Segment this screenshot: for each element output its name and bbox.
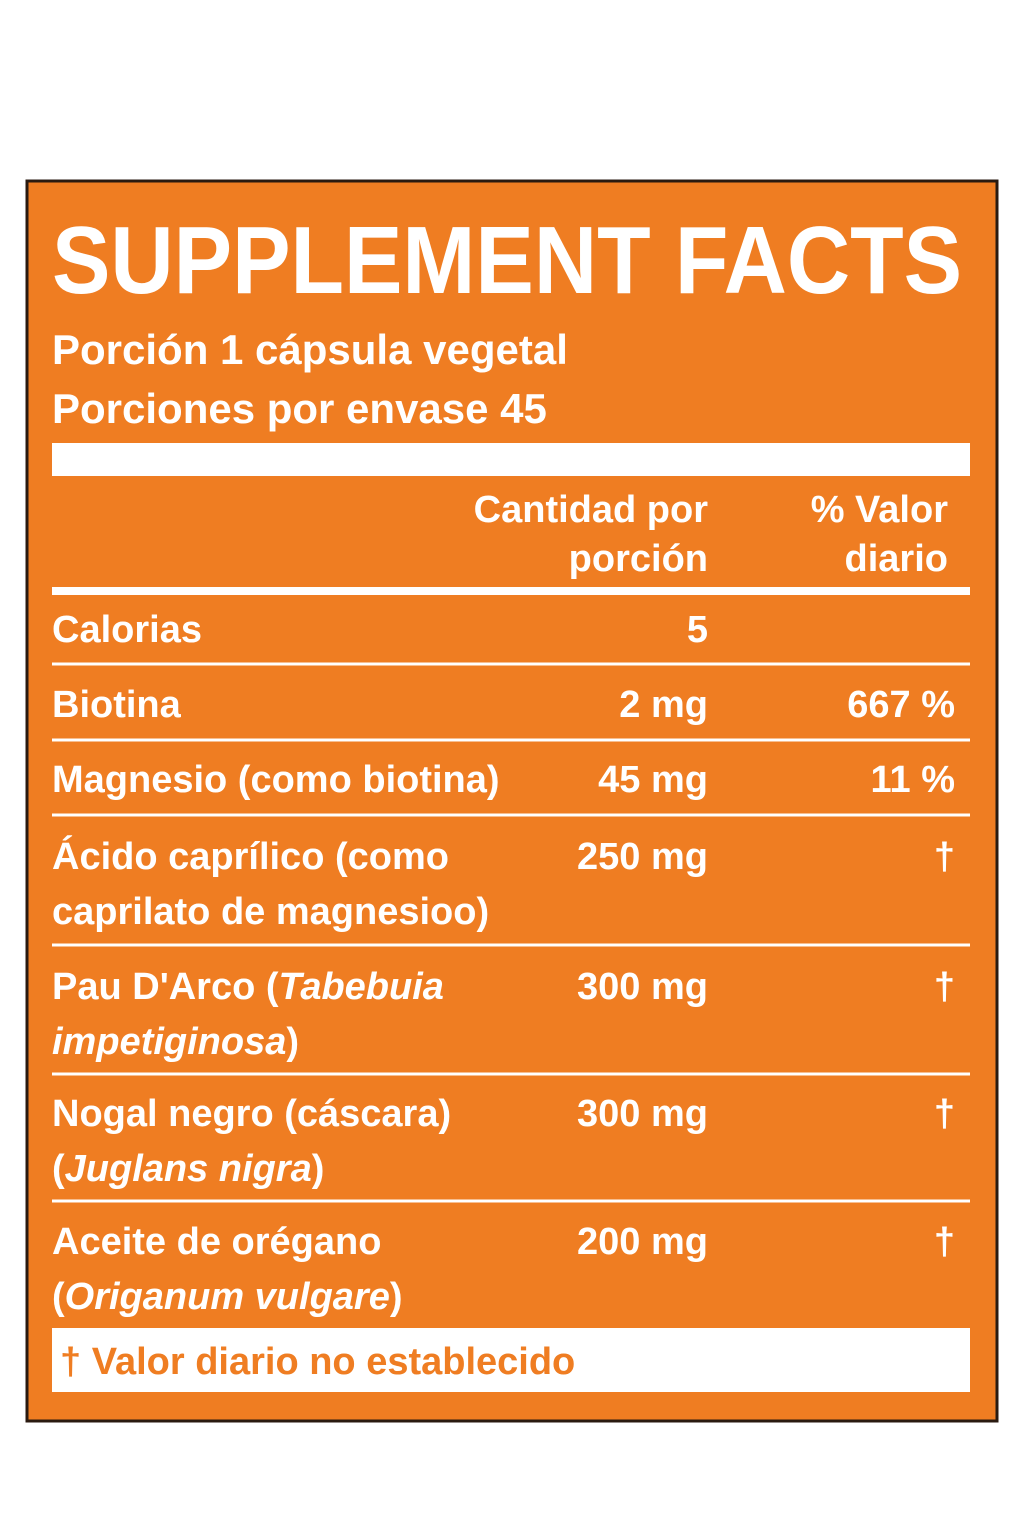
amount: 5	[687, 609, 708, 651]
nutrient-name: Aceite de orégano	[52, 1221, 381, 1263]
nutrient-name: (Juglans nigra)	[52, 1148, 324, 1190]
serving-size: Porción 1 cápsula vegetal	[52, 326, 568, 373]
header-rule	[52, 587, 970, 595]
nutrient-name: Nogal negro (cáscara)	[52, 1093, 451, 1135]
amount: 300 mg	[577, 1093, 708, 1135]
nutrient-name: Calorias	[52, 609, 202, 651]
nutrient-name: Biotina	[52, 684, 182, 726]
name-part: (	[52, 1148, 65, 1190]
daily-value: †	[934, 1221, 955, 1263]
name-part: Biotina	[52, 684, 182, 726]
servings-per-container: Porciones por envase 45	[52, 385, 547, 432]
daily-value: †	[934, 836, 955, 878]
daily-value: †	[934, 966, 955, 1008]
amount-header: porción	[569, 538, 708, 580]
amount: 2 mg	[619, 684, 708, 726]
title: SUPPLEMENT FACTS	[52, 207, 962, 314]
nutrient-name: impetiginosa)	[52, 1021, 299, 1063]
label-panel	[25, 179, 999, 1423]
name-part: Calorias	[52, 609, 202, 651]
nutrient-name: Magnesio (como biotina)	[52, 759, 500, 801]
daily-value-header: diario	[845, 538, 948, 580]
name-part: caprilato de magnesioo)	[52, 891, 489, 933]
row-rule	[52, 662, 970, 666]
name-part: Tabebuia	[279, 966, 444, 1008]
nutrient-name: caprilato de magnesioo)	[52, 891, 489, 933]
amount: 200 mg	[577, 1221, 708, 1263]
footnote: † Valor diario no establecido	[60, 1341, 575, 1383]
daily-value: †	[934, 1093, 955, 1135]
row-rule	[52, 1072, 970, 1076]
nutrient-name: Pau D'Arco (Tabebuia	[52, 966, 444, 1008]
name-part: )	[312, 1148, 325, 1190]
row-rule	[52, 738, 970, 742]
name-part: )	[286, 1021, 299, 1063]
name-part: Aceite de orégano	[52, 1221, 381, 1263]
name-part: (	[52, 1276, 65, 1318]
row-rule	[52, 1199, 970, 1203]
nutrient-name: (Origanum vulgare)	[52, 1276, 403, 1318]
name-part: Magnesio (como biotina)	[52, 759, 500, 801]
name-part: )	[390, 1276, 403, 1318]
name-part: Origanum vulgare	[65, 1276, 390, 1318]
amount-header: Cantidad por	[474, 489, 709, 531]
name-part: Juglans nigra	[65, 1148, 312, 1190]
row-rule	[52, 943, 970, 947]
amount: 45 mg	[598, 759, 708, 801]
header-bar	[52, 443, 970, 476]
row-rule	[52, 813, 970, 817]
amount: 250 mg	[577, 836, 708, 878]
daily-value: 667 %	[847, 684, 955, 726]
name-part: Pau D'Arco (	[52, 966, 279, 1008]
daily-value: 11 %	[870, 759, 955, 801]
nutrient-name: Ácido caprílico (como	[52, 834, 449, 878]
daily-value-header: % Valor	[811, 489, 948, 531]
name-part: Nogal negro (cáscara)	[52, 1093, 451, 1135]
amount: 300 mg	[577, 966, 708, 1008]
name-part: impetiginosa	[52, 1021, 286, 1063]
name-part: Ácido caprílico (como	[52, 834, 449, 878]
footnote-box	[52, 1328, 970, 1392]
